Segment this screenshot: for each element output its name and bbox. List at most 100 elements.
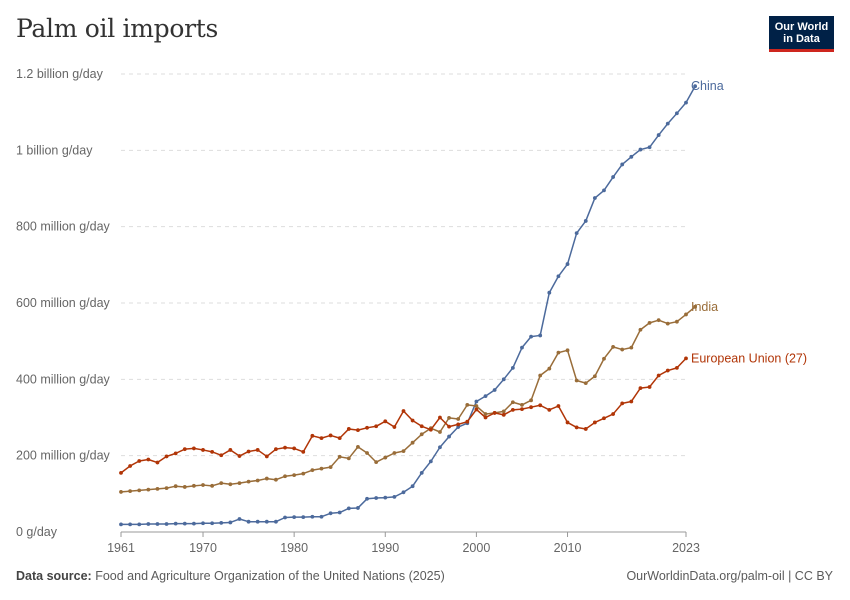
data-point — [164, 486, 169, 491]
data-point — [501, 409, 506, 414]
data-point — [246, 519, 251, 524]
data-point — [529, 398, 533, 403]
data-point — [410, 418, 415, 423]
data-point — [438, 415, 442, 420]
data-point — [146, 487, 151, 492]
data-point — [620, 162, 625, 167]
data-point — [264, 476, 269, 481]
data-point — [620, 347, 625, 352]
data-point — [319, 514, 324, 519]
data-point — [137, 488, 142, 493]
data-point — [665, 368, 670, 373]
data-point — [383, 495, 388, 500]
data-point — [647, 320, 652, 325]
data-point — [337, 510, 342, 515]
data-point — [529, 405, 533, 410]
data-point — [137, 459, 142, 463]
data-point — [583, 381, 588, 386]
data-point — [392, 425, 397, 429]
data-point — [456, 425, 461, 429]
data-point — [629, 345, 634, 350]
chart-title: Palm oil imports — [16, 14, 219, 43]
series-label: China — [691, 79, 724, 93]
data-point — [656, 373, 661, 378]
data-point — [328, 511, 333, 516]
data-point — [219, 453, 224, 458]
data-point — [283, 515, 287, 520]
data-point — [510, 407, 515, 412]
data-point — [192, 521, 196, 526]
data-point — [456, 417, 461, 421]
data-point — [246, 449, 251, 454]
data-point — [547, 407, 552, 412]
data-point — [438, 430, 442, 434]
data-source-text: Food and Agriculture Organization of the… — [95, 569, 445, 583]
data-point — [638, 327, 643, 332]
data-source: Data source: Food and Agriculture Organi… — [16, 569, 445, 583]
data-point — [674, 111, 679, 116]
data-point — [419, 470, 424, 475]
data-point — [656, 133, 661, 137]
data-point — [119, 470, 123, 475]
data-point — [638, 147, 643, 152]
data-point — [182, 521, 187, 526]
data-point — [173, 521, 178, 526]
data-point — [492, 411, 497, 415]
data-point — [319, 466, 324, 471]
data-point — [483, 412, 488, 416]
data-point — [510, 400, 515, 405]
data-point — [592, 196, 597, 200]
data-point — [602, 416, 606, 421]
data-point — [656, 318, 661, 323]
logo-line-1: Our World — [774, 21, 829, 33]
data-point — [301, 449, 306, 454]
data-point — [611, 175, 615, 179]
data-point — [192, 446, 196, 451]
data-point — [410, 484, 415, 489]
data-point — [419, 432, 424, 437]
data-point — [410, 440, 415, 445]
data-point — [556, 404, 561, 408]
data-point — [192, 483, 196, 488]
data-point — [674, 319, 679, 324]
logo-line-2: in Data — [783, 33, 820, 45]
data-point — [237, 517, 242, 521]
data-point — [137, 522, 142, 527]
data-point — [237, 454, 242, 458]
data-point — [565, 348, 570, 353]
data-point — [538, 373, 543, 378]
data-point — [465, 419, 470, 424]
data-point — [447, 424, 451, 429]
y-tick-label: 0 g/day — [16, 525, 58, 539]
data-point — [465, 403, 470, 407]
data-point — [219, 520, 224, 525]
data-point — [501, 377, 506, 382]
data-point — [684, 356, 688, 361]
data-point — [128, 464, 133, 468]
data-point — [383, 455, 388, 460]
data-point — [155, 522, 160, 526]
x-tick-label: 1980 — [280, 541, 308, 555]
data-point — [228, 520, 233, 525]
data-point — [173, 484, 178, 489]
data-point — [602, 188, 606, 193]
data-point — [547, 366, 552, 371]
source-link[interactable]: OurWorldinData.org/palm-oil | CC BY — [626, 569, 833, 583]
data-point — [301, 471, 306, 476]
data-point — [684, 100, 688, 105]
data-point — [210, 521, 215, 526]
data-point — [629, 399, 634, 404]
data-point — [356, 506, 360, 510]
owid-logo[interactable]: Our World in Data — [769, 16, 834, 52]
x-tick-label: 1990 — [371, 541, 399, 555]
data-point — [274, 519, 278, 524]
data-point — [264, 519, 269, 524]
data-point — [428, 427, 433, 432]
data-point — [346, 427, 351, 431]
data-point — [283, 474, 287, 479]
data-point — [365, 425, 369, 430]
data-point — [474, 399, 479, 404]
data-point — [182, 485, 187, 489]
data-point — [201, 448, 205, 452]
data-point — [328, 433, 333, 438]
